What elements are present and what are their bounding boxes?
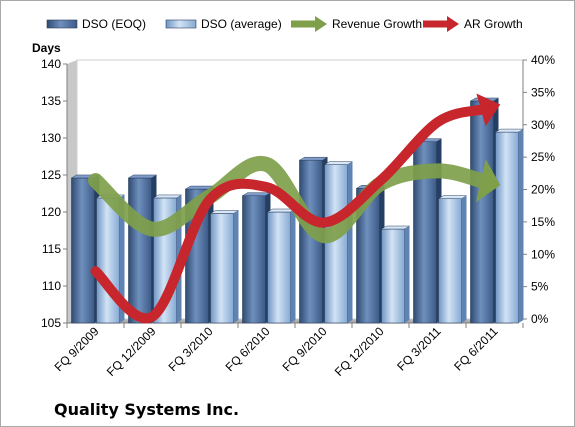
bar-dso-average bbox=[209, 210, 240, 324]
x-tick-label: FQ 9/2009 bbox=[52, 324, 102, 374]
y-left-tick-label: 140 bbox=[41, 57, 61, 71]
x-tick-label: FQ 9/2010 bbox=[280, 324, 330, 374]
y-right-tick-label: 40% bbox=[531, 53, 555, 67]
ar-growth-line bbox=[90, 93, 501, 324]
company-name: Quality Systems Inc. bbox=[54, 400, 239, 419]
y-right-tick-label: 10% bbox=[531, 247, 555, 261]
legend: DSO (EOQ) DSO (average) Revenue Growth AR G… bbox=[46, 16, 523, 32]
legend-label: DSO (average) bbox=[201, 17, 282, 31]
legend-item-revenue-growth: Revenue Growth bbox=[291, 16, 422, 32]
y-right-tick-label: 20% bbox=[531, 183, 555, 197]
bar-dso-eoq bbox=[127, 174, 158, 324]
legend-label: Revenue Growth bbox=[332, 17, 422, 31]
y-axis-left: 105 110 115 120 125 130 135 140 bbox=[41, 57, 67, 330]
x-tick-label: FQ 12/2010 bbox=[332, 324, 387, 379]
x-tick-label: FQ 6/2010 bbox=[223, 324, 273, 374]
y-right-tick-label: 30% bbox=[531, 118, 555, 132]
y-right-tick-label: 0% bbox=[531, 312, 549, 326]
bar-dso-eoq bbox=[70, 174, 101, 324]
legend-item-dso-eoq: DSO (EOQ) bbox=[46, 17, 146, 31]
legend-item-ar-growth: AR Growth bbox=[423, 16, 523, 32]
x-tick-label: FQ 3/2011 bbox=[394, 324, 444, 374]
y-left-tick-label: 105 bbox=[41, 316, 61, 330]
ar-growth-line-arrowhead bbox=[476, 93, 501, 127]
revenue-growth-line bbox=[88, 155, 501, 244]
line-series-group bbox=[88, 93, 501, 324]
y-left-tick-label: 110 bbox=[42, 279, 61, 293]
legend-label: AR Growth bbox=[464, 17, 523, 31]
y-left-tick-label: 130 bbox=[41, 131, 61, 145]
x-tick-label: FQ 12/2009 bbox=[104, 324, 159, 379]
bar-dso-eoq bbox=[241, 192, 272, 324]
y-right-tick-label: 25% bbox=[531, 150, 555, 164]
y-axis-right: 0% 5% 10% 15% 20% 25% 30% 35% 40% bbox=[523, 53, 555, 326]
y-right-tick-label: 15% bbox=[531, 215, 555, 229]
y-axis-title-left: Days bbox=[32, 41, 61, 55]
legend-arrowhead bbox=[447, 16, 459, 32]
y-right-tick-label: 35% bbox=[531, 85, 555, 99]
x-axis: FQ 9/2009 FQ 12/2009 FQ 3/2010 FQ 6/2010 FQ … bbox=[52, 323, 524, 379]
legend-label: DSO (EOQ) bbox=[82, 17, 146, 31]
bar-dso-average bbox=[437, 195, 468, 324]
y-right-tick-label: 5% bbox=[531, 280, 549, 294]
x-tick-label: FQ 3/2010 bbox=[166, 324, 216, 374]
bar-dso-average bbox=[323, 161, 354, 324]
legend-swatch bbox=[165, 19, 197, 29]
legend-item-dso-average: DSO (average) bbox=[165, 17, 282, 31]
y-left-tick-label: 135 bbox=[41, 94, 61, 108]
bar-dso-average bbox=[494, 128, 525, 324]
y-left-tick-label: 115 bbox=[42, 242, 61, 256]
bar-dso-eoq bbox=[469, 97, 500, 324]
revenue-growth-line-arrowhead bbox=[475, 159, 501, 203]
legend-swatch bbox=[46, 19, 78, 29]
bar-dso-average bbox=[380, 225, 411, 324]
bar-dso-average bbox=[266, 208, 297, 324]
bar-series-group bbox=[70, 97, 525, 324]
y-left-tick-label: 125 bbox=[41, 168, 61, 182]
x-tick-label: FQ 6/2011 bbox=[451, 324, 501, 374]
y-left-tick-label: 120 bbox=[41, 205, 61, 219]
legend-arrowhead bbox=[315, 16, 327, 32]
